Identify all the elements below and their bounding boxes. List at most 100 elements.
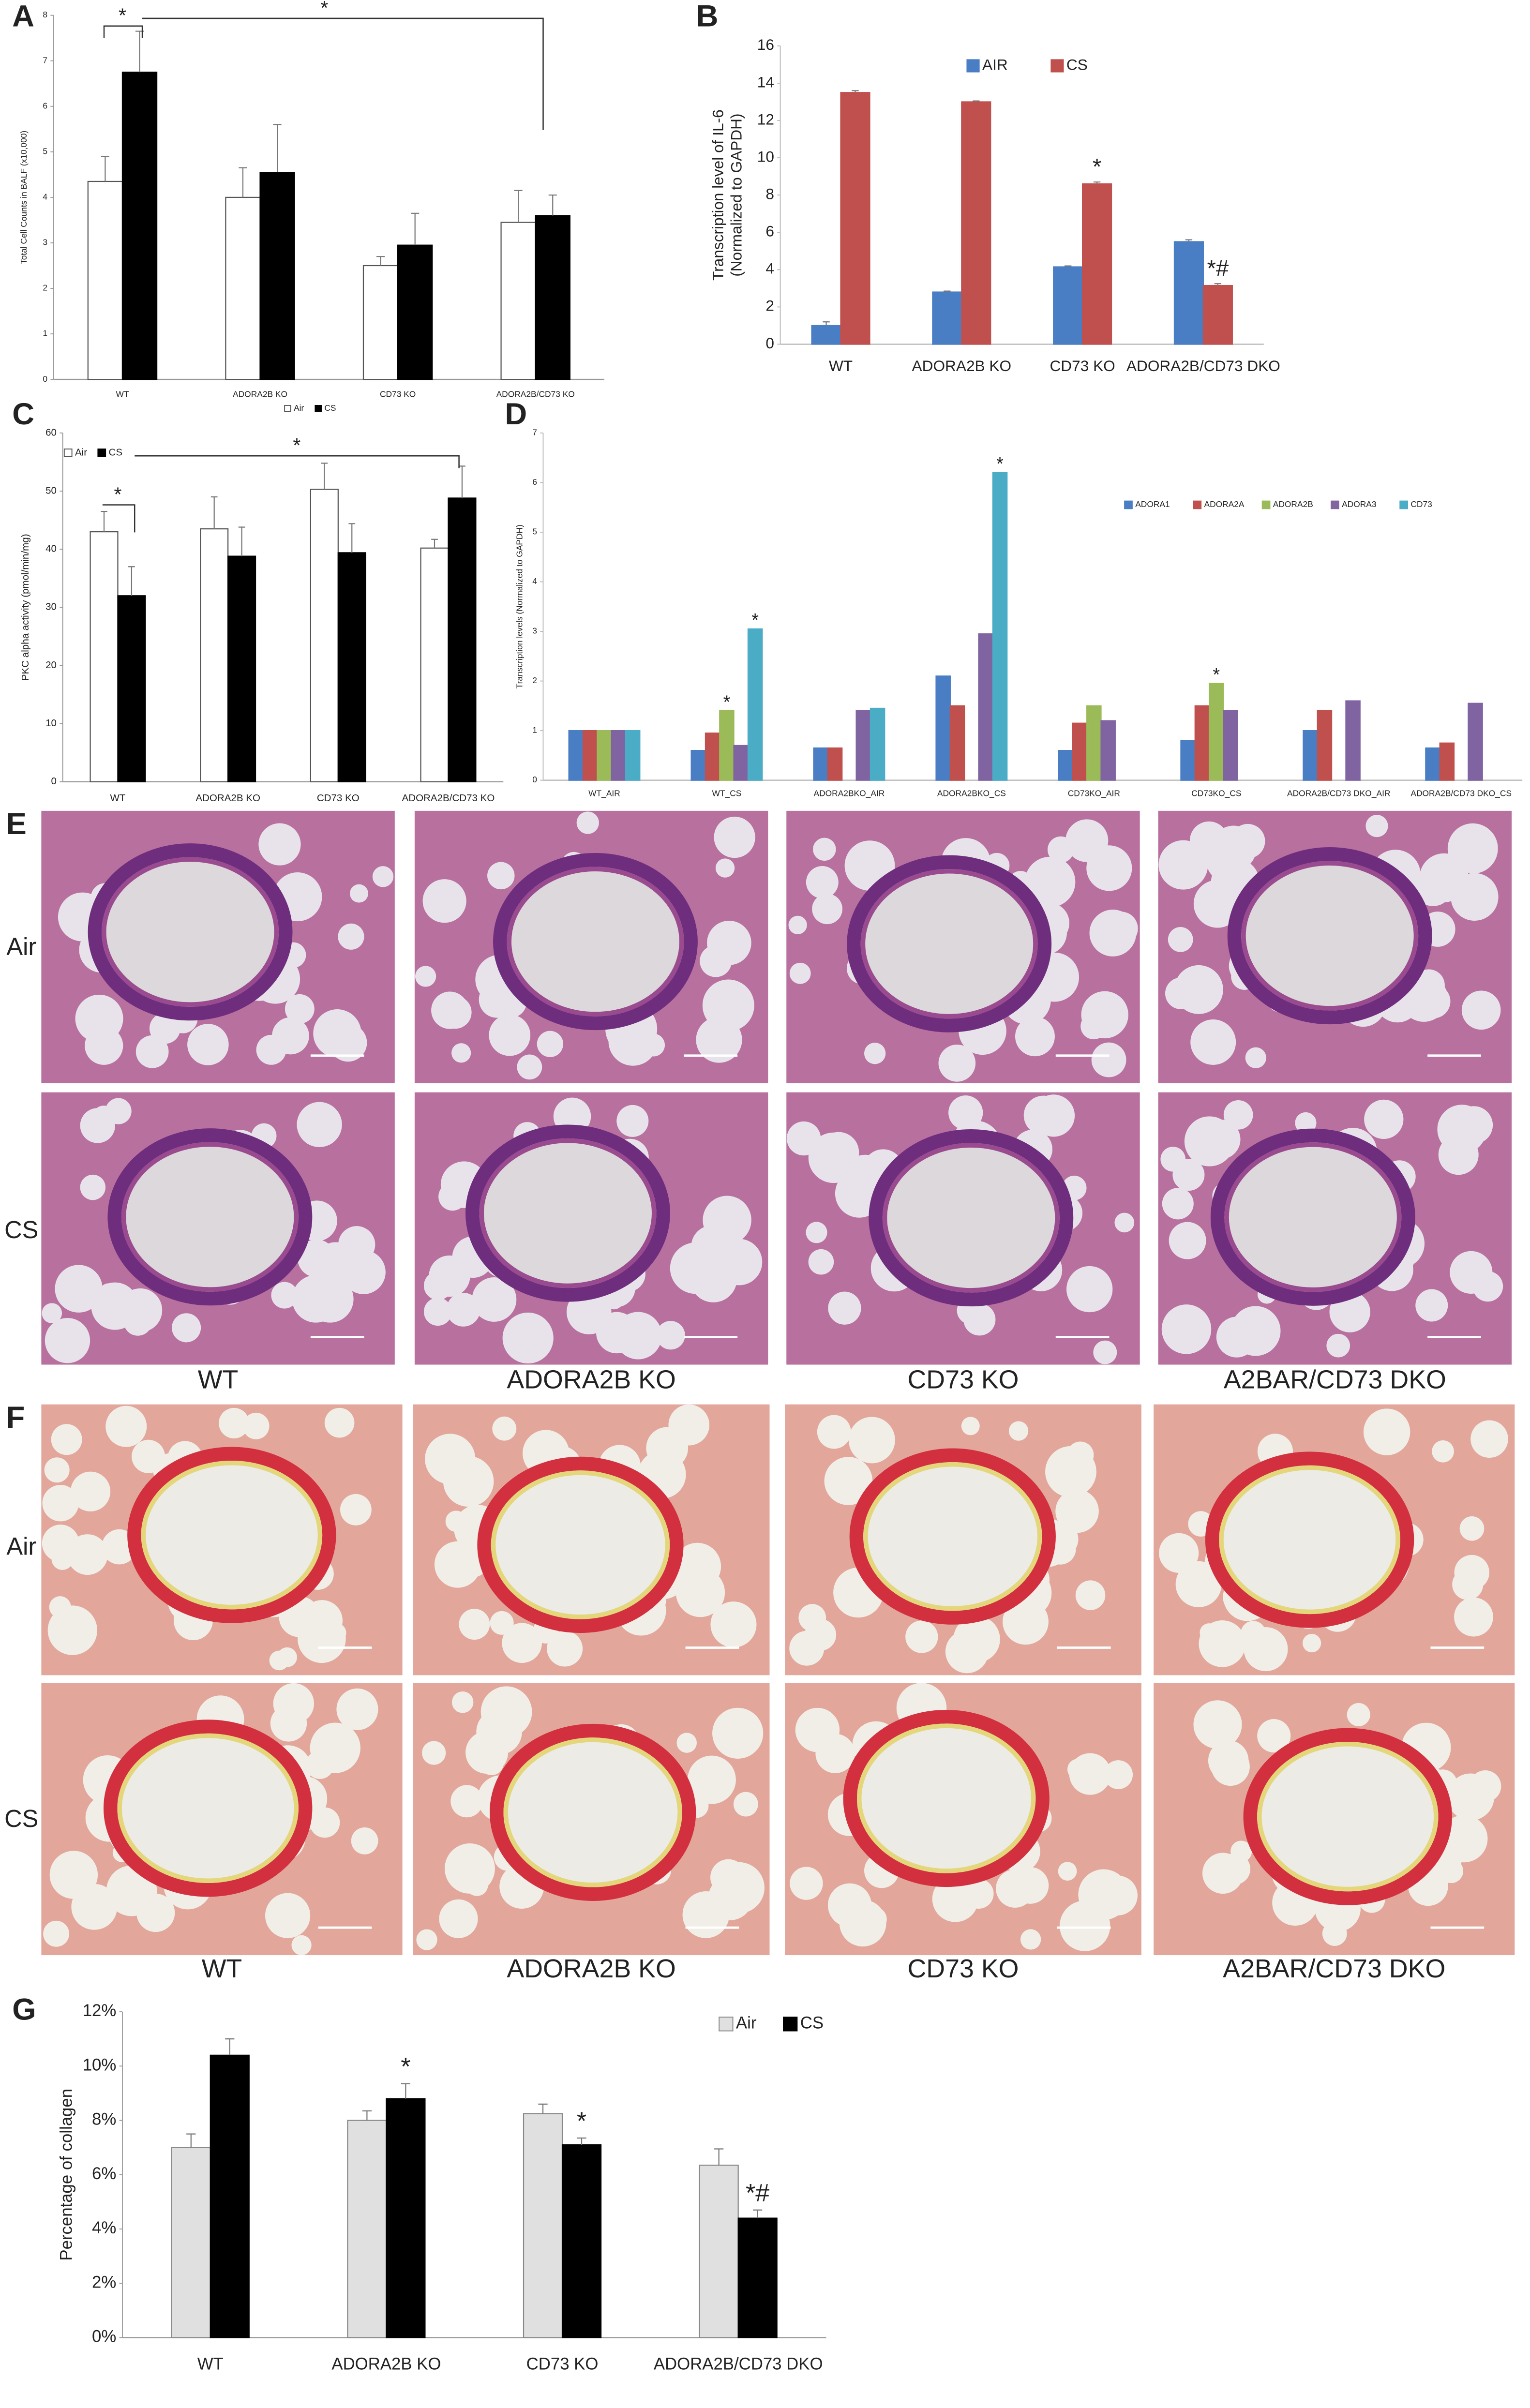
bar (1100, 720, 1116, 781)
x-tick-label: WT_CS (712, 789, 742, 798)
panel-label: G (12, 1993, 36, 2027)
alveolus (1193, 1700, 1242, 1749)
alveolus (415, 966, 436, 987)
alveolus (1093, 1340, 1117, 1364)
bar (1173, 241, 1204, 345)
alveolus (945, 1630, 989, 1674)
alveolus (790, 1867, 823, 1900)
y-tick-label: 60 (45, 427, 57, 438)
bar (200, 528, 229, 782)
alveolus (1162, 1188, 1194, 1220)
airway-epithelium (856, 1723, 1036, 1873)
bar (1425, 747, 1440, 781)
legend-swatch (966, 59, 980, 73)
alveolus (439, 1899, 478, 1938)
significance-label: *# (1207, 255, 1229, 281)
y-tick-label: 1 (532, 725, 537, 735)
airway (465, 1124, 670, 1302)
error-bar (538, 2103, 548, 2114)
x-tick-label: CD73 KO (1050, 357, 1115, 374)
alveolus (670, 1242, 721, 1294)
alveolus (489, 1014, 531, 1056)
alveolus (1365, 815, 1388, 838)
alveolus (788, 915, 807, 935)
x-tick-label: ADORA2B KO (195, 793, 260, 804)
bar (870, 707, 885, 781)
alveolus (710, 1859, 747, 1896)
y-axis-label: PKC alpha activity (pmol/min/mg) (20, 534, 31, 681)
bar (227, 555, 256, 782)
bar (1303, 730, 1318, 781)
alveolus (80, 1174, 106, 1200)
error-bar (431, 538, 438, 548)
error-bar (225, 2038, 235, 2055)
bar (1439, 742, 1455, 781)
alveolus (1347, 1703, 1370, 1726)
bar (1082, 183, 1112, 345)
y-tick-label: 2 (43, 283, 47, 293)
error-bar (714, 2148, 724, 2166)
bar (690, 749, 706, 781)
legend-swatch (1050, 59, 1064, 73)
alveolus (1092, 1274, 1111, 1294)
alveolus (1190, 1019, 1236, 1065)
significance-bracket (103, 25, 143, 39)
alveolus (1461, 990, 1501, 1030)
alveolus (1440, 1815, 1488, 1863)
y-tick-label: 10% (83, 2056, 117, 2074)
alveolus (576, 811, 599, 834)
y-tick-label: 7 (532, 427, 537, 437)
y-tick-label: 10 (757, 148, 774, 165)
alveolus (1447, 823, 1498, 874)
alveolus (487, 862, 515, 890)
alveolus (258, 823, 301, 866)
alveolus (1159, 1533, 1199, 1573)
legend-label: ADORA1 (1135, 499, 1170, 509)
alveolus (675, 1568, 725, 1617)
legend-swatch (719, 2017, 734, 2032)
error-bar (1093, 181, 1101, 184)
bar (737, 2217, 778, 2338)
row-label: CS (4, 1216, 38, 1243)
legend-swatch (97, 449, 106, 457)
alveolus (502, 1623, 542, 1663)
error-bar (514, 190, 523, 223)
alveolus (1003, 1599, 1049, 1645)
error-bar (944, 290, 951, 292)
alveolus (92, 1106, 115, 1128)
y-axis-label: Transcription level of IL-6 (709, 109, 726, 281)
bar (747, 628, 763, 781)
y-tick-label: 12 (757, 110, 774, 128)
significance-label: *# (746, 2179, 769, 2207)
alveolus (938, 1045, 976, 1082)
bar (699, 2165, 739, 2338)
alveolus (808, 1249, 834, 1275)
legend-label: Air (736, 2014, 757, 2033)
alveolus (71, 1884, 118, 1930)
alveolus (733, 1792, 758, 1817)
airway (107, 1128, 313, 1306)
y-tick-label: 0 (532, 775, 537, 784)
bar (1072, 722, 1088, 781)
bar (362, 265, 399, 380)
y-tick-label: 40 (45, 543, 57, 554)
alveolus (55, 1265, 103, 1313)
airway-epithelium (503, 1737, 682, 1887)
airway-epithelium (141, 1460, 323, 1610)
y-tick-label: 0% (92, 2328, 116, 2346)
bar (210, 2054, 250, 2338)
alveolus (1363, 1408, 1410, 1455)
alveolus (806, 866, 839, 898)
x-tick-label: CD73KO_AIR (1068, 789, 1120, 798)
x-tick-label: WT (116, 389, 129, 399)
error-bar (273, 124, 282, 173)
legend-swatch (782, 2017, 798, 2032)
bar (535, 215, 570, 380)
airway (849, 1448, 1056, 1625)
alveolus (1161, 1304, 1212, 1354)
alveolus (716, 1239, 763, 1286)
alveolus (256, 1034, 286, 1065)
alveolus (306, 1275, 354, 1323)
column-label: WT (198, 1365, 239, 1394)
